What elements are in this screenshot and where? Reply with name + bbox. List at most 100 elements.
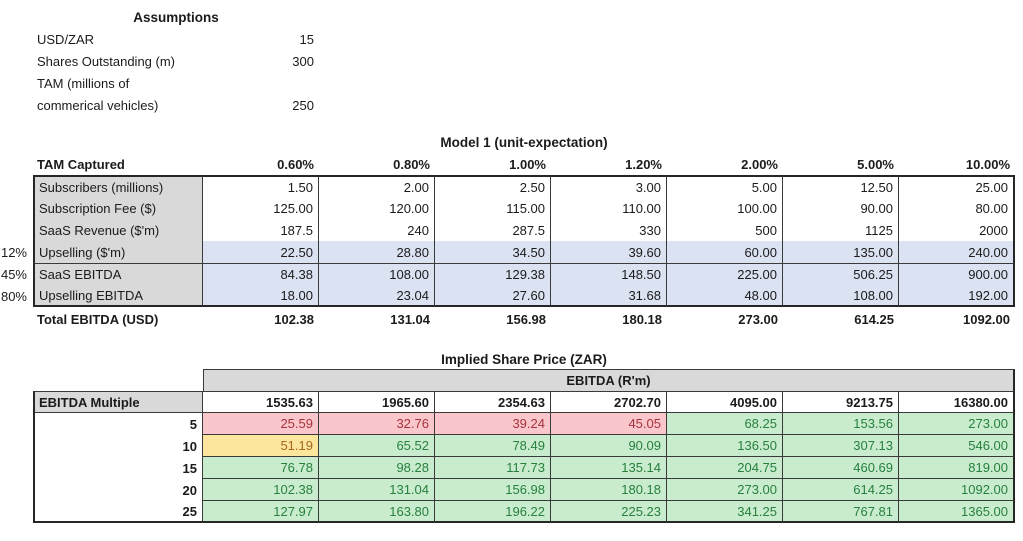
- model1-cell[interactable]: 27.60: [435, 285, 551, 307]
- model1-cell[interactable]: 108.00: [319, 263, 435, 285]
- share-price-cell[interactable]: 180.18: [551, 479, 667, 501]
- share-price-cell[interactable]: 273.00: [899, 413, 1015, 435]
- share-price-cell[interactable]: 127.97: [203, 501, 319, 523]
- share-price-cell[interactable]: 39.24: [435, 413, 551, 435]
- model1-total-cell[interactable]: 180.18: [622, 311, 662, 327]
- share-price-header-cell: 1965.60: [319, 391, 435, 413]
- share-price-cell[interactable]: 90.09: [551, 435, 667, 457]
- model1-cell[interactable]: 1.50: [203, 175, 319, 197]
- model1-cell[interactable]: 2.00: [319, 175, 435, 197]
- model1-cell[interactable]: 120.00: [319, 197, 435, 219]
- model1-cell[interactable]: 84.38: [203, 263, 319, 285]
- model1-cell[interactable]: 25.00: [899, 175, 1015, 197]
- share-price-cell[interactable]: 614.25: [783, 479, 899, 501]
- model1-cell[interactable]: 3.00: [551, 175, 667, 197]
- model1-cell[interactable]: 129.38: [435, 263, 551, 285]
- model1-cell[interactable]: 135.00: [783, 241, 899, 263]
- model1-cell[interactable]: 34.50: [435, 241, 551, 263]
- model1-cell[interactable]: 506.25: [783, 263, 899, 285]
- share-price-cell[interactable]: 196.22: [435, 501, 551, 523]
- share-price-cell[interactable]: 78.49: [435, 435, 551, 457]
- share-price-cell[interactable]: 136.50: [667, 435, 783, 457]
- model1-cell[interactable]: 225.00: [667, 263, 783, 285]
- share-price-cell[interactable]: 163.80: [319, 501, 435, 523]
- assumption-value[interactable]: 250: [292, 97, 314, 113]
- model1-total-cell[interactable]: 102.38: [274, 311, 314, 327]
- share-price-cell[interactable]: 135.14: [551, 457, 667, 479]
- model1-total-cell[interactable]: 156.98: [506, 311, 546, 327]
- share-price-cell[interactable]: 45.05: [551, 413, 667, 435]
- model1-cell[interactable]: 108.00: [783, 285, 899, 307]
- share-price-cell[interactable]: 546.00: [899, 435, 1015, 457]
- model1-total-cell[interactable]: 131.04: [390, 311, 430, 327]
- share-price-row: 25 127.97 163.80 196.22 225.23 341.25 76…: [0, 501, 1015, 523]
- model1-cell[interactable]: 900.00: [899, 263, 1015, 285]
- model1-cell[interactable]: 2000: [899, 219, 1015, 241]
- share-price-cell[interactable]: 117.73: [435, 457, 551, 479]
- share-price-cell[interactable]: 65.52: [319, 435, 435, 457]
- model1-row-label: Upselling EBITDA: [33, 285, 203, 307]
- share-price-cell[interactable]: 102.38: [203, 479, 319, 501]
- model1-cell[interactable]: 18.00: [203, 285, 319, 307]
- share-price-cell[interactable]: 225.23: [551, 501, 667, 523]
- share-price-multiple[interactable]: 20: [33, 479, 203, 501]
- model1-cell[interactable]: 60.00: [667, 241, 783, 263]
- share-price-cell[interactable]: 767.81: [783, 501, 899, 523]
- model1-cell[interactable]: 22.50: [203, 241, 319, 263]
- model1-cell[interactable]: 240: [319, 219, 435, 241]
- assumption-value[interactable]: 300: [292, 53, 314, 69]
- share-price-multiple[interactable]: 15: [33, 457, 203, 479]
- share-price-cell[interactable]: 819.00: [899, 457, 1015, 479]
- share-price-cell[interactable]: 32.76: [319, 413, 435, 435]
- share-price-multiple[interactable]: 10: [33, 435, 203, 457]
- model1-cell[interactable]: 31.68: [551, 285, 667, 307]
- model1-row-label: Upselling ($'m): [33, 241, 203, 263]
- share-price-cell[interactable]: 153.56: [783, 413, 899, 435]
- model1-cell[interactable]: 90.00: [783, 197, 899, 219]
- model1-cell[interactable]: 5.00: [667, 175, 783, 197]
- share-price-cell[interactable]: 25.59: [203, 413, 319, 435]
- model1-total-cell[interactable]: 614.25: [854, 311, 894, 327]
- share-price-cell[interactable]: 68.25: [667, 413, 783, 435]
- model1-cell[interactable]: 23.04: [319, 285, 435, 307]
- share-price-cell[interactable]: 1092.00: [899, 479, 1015, 501]
- share-price-cell[interactable]: 98.28: [319, 457, 435, 479]
- model1-cell[interactable]: 48.00: [667, 285, 783, 307]
- assumption-value[interactable]: 15: [299, 31, 314, 47]
- share-price-cell[interactable]: 131.04: [319, 479, 435, 501]
- model1-cell[interactable]: 2.50: [435, 175, 551, 197]
- model1-cell[interactable]: 240.00: [899, 241, 1015, 263]
- share-price-cell[interactable]: 76.78: [203, 457, 319, 479]
- model1-cell[interactable]: 100.00: [667, 197, 783, 219]
- share-price-cell[interactable]: 1365.00: [899, 501, 1015, 523]
- share-price-band-row: EBITDA (R'm): [0, 369, 1015, 391]
- assumption-value[interactable]: [203, 72, 319, 94]
- model1-cell[interactable]: 500: [667, 219, 783, 241]
- model1-cell[interactable]: 12.50: [783, 175, 899, 197]
- model1-cell[interactable]: 28.80: [319, 241, 435, 263]
- share-price-cell[interactable]: 51.19: [203, 435, 319, 457]
- model1-total-row: Total EBITDA (USD) 102.38 131.04 156.98 …: [0, 307, 1015, 331]
- model1-cell[interactable]: 110.00: [551, 197, 667, 219]
- model1-cell[interactable]: 115.00: [435, 197, 551, 219]
- share-price-multiple[interactable]: 5: [33, 413, 203, 435]
- share-price-cell[interactable]: 460.69: [783, 457, 899, 479]
- model1-total-cell[interactable]: 1092.00: [963, 311, 1010, 327]
- model1-cell[interactable]: 287.5: [435, 219, 551, 241]
- model1-cell[interactable]: 125.00: [203, 197, 319, 219]
- model1-cell[interactable]: 187.5: [203, 219, 319, 241]
- share-price-multiple[interactable]: 25: [33, 501, 203, 523]
- share-price-row: 5 25.59 32.76 39.24 45.05 68.25 153.56 2…: [0, 413, 1015, 435]
- model1-cell[interactable]: 148.50: [551, 263, 667, 285]
- model1-cell[interactable]: 80.00: [899, 197, 1015, 219]
- share-price-cell[interactable]: 307.13: [783, 435, 899, 457]
- share-price-cell[interactable]: 341.25: [667, 501, 783, 523]
- share-price-cell[interactable]: 156.98: [435, 479, 551, 501]
- model1-cell[interactable]: 330: [551, 219, 667, 241]
- model1-total-cell[interactable]: 273.00: [738, 311, 778, 327]
- model1-cell[interactable]: 1125: [783, 219, 899, 241]
- share-price-cell[interactable]: 273.00: [667, 479, 783, 501]
- model1-cell[interactable]: 192.00: [899, 285, 1015, 307]
- share-price-cell[interactable]: 204.75: [667, 457, 783, 479]
- model1-cell[interactable]: 39.60: [551, 241, 667, 263]
